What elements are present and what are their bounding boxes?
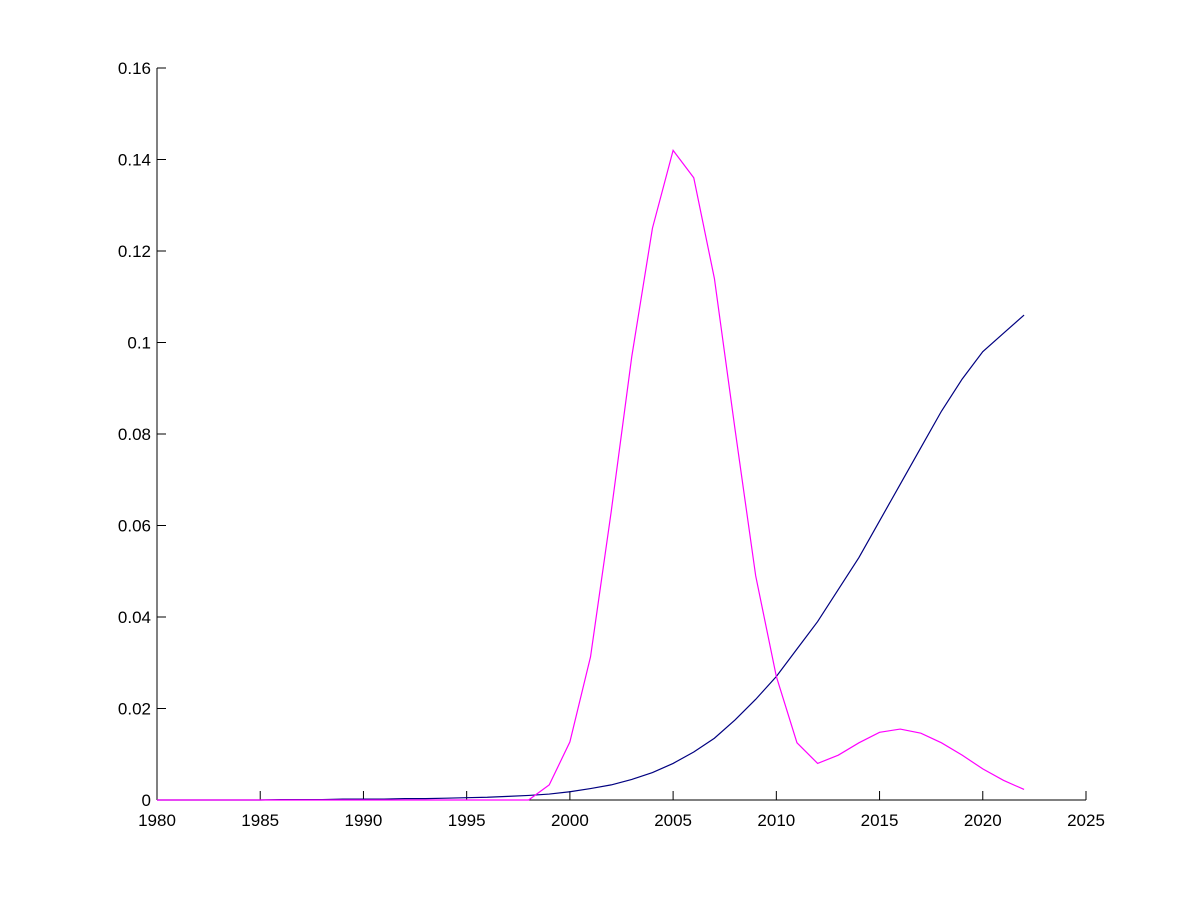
y-tick-label: 0.02 [118,700,151,719]
y-tick-label: 0.16 [118,59,151,78]
y-tick-label: 0.06 [118,517,151,536]
x-tick-label: 2000 [551,811,589,830]
x-tick-label: 2015 [861,811,899,830]
y-tick-label: 0.1 [127,334,151,353]
x-tick-label: 1980 [138,811,176,830]
x-tick-label: 1985 [241,811,279,830]
y-tick-label: 0.12 [118,242,151,261]
y-tick-label: 0.14 [118,151,151,170]
x-tick-label: 2020 [964,811,1002,830]
line-series [157,149,1025,801]
x-tick-label: 1990 [345,811,383,830]
x-tick-label: 2010 [757,811,795,830]
y-tick-label: 0.08 [118,425,151,444]
y-tick-label: 0 [142,791,151,810]
line-series [157,314,1025,801]
x-tick-label: 1995 [448,811,486,830]
y-tick-label: 0.04 [118,608,151,627]
x-tick-label: 2005 [654,811,692,830]
x-tick-label: 2025 [1067,811,1105,830]
